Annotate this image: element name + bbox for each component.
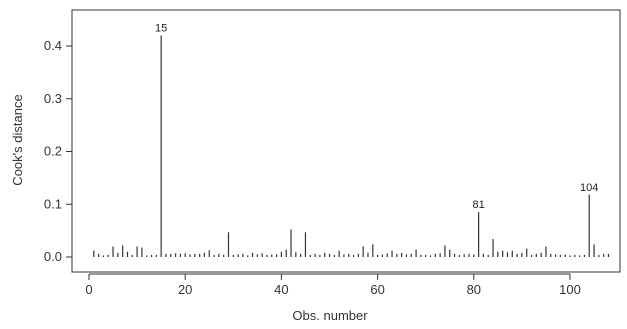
y-tick-label: 0.3 xyxy=(44,91,62,106)
plot-frame xyxy=(71,9,621,273)
point-label-15: 15 xyxy=(155,22,167,34)
y-tick-label: 0.2 xyxy=(44,144,62,159)
x-tick-label: 20 xyxy=(178,282,192,297)
y-axis-title: Cook's distance xyxy=(10,94,25,185)
x-tick-label: 40 xyxy=(274,282,288,297)
bars-group xyxy=(93,35,610,257)
x-axis: 0 20 40 60 80 100 xyxy=(85,273,581,297)
y-axis: 0.0 0.1 0.2 0.3 0.4 xyxy=(44,38,73,264)
x-tick-label: 0 xyxy=(85,282,92,297)
point-label-81: 81 xyxy=(472,199,484,211)
y-tick-label: 0.1 xyxy=(44,196,62,211)
x-tick-label: 100 xyxy=(559,282,581,297)
y-tick-label: 0.0 xyxy=(44,249,62,264)
x-tick-label: 60 xyxy=(370,282,384,297)
x-tick-label: 80 xyxy=(467,282,481,297)
annotations-group: 15 81 104 xyxy=(155,22,598,211)
point-label-104: 104 xyxy=(580,182,598,194)
x-axis-title: Obs. number xyxy=(292,308,368,323)
y-tick-label: 0.4 xyxy=(44,38,62,53)
